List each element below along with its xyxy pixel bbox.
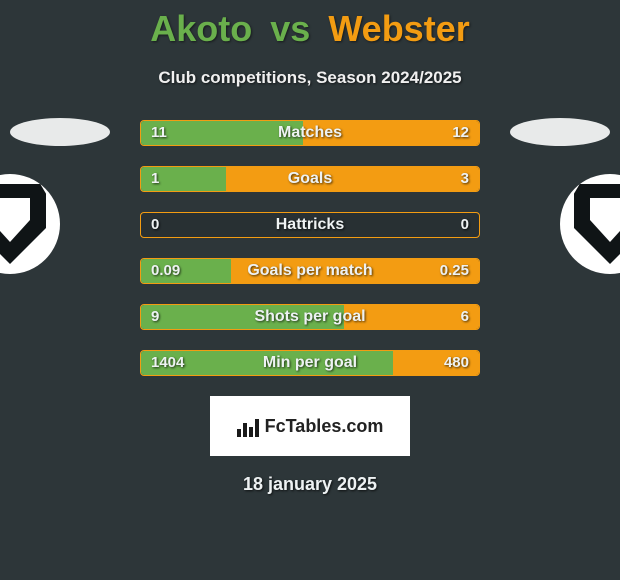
stat-row: 1404480Min per goal <box>140 350 480 376</box>
stat-label: Matches <box>141 121 479 145</box>
stat-row: 13Goals <box>140 166 480 192</box>
subtitle: Club competitions, Season 2024/2025 <box>0 68 620 88</box>
generated-date: 18 january 2025 <box>0 474 620 495</box>
stat-label: Hattricks <box>141 213 479 237</box>
stat-label: Goals <box>141 167 479 191</box>
club-badge-right <box>560 174 620 274</box>
stat-row: 00Hattricks <box>140 212 480 238</box>
player-left-name: Akoto <box>150 8 252 49</box>
stat-bars: 1112Matches 13Goals 00Hattricks 0.090.25Goa… <box>140 120 480 376</box>
player-right-name: Webster <box>328 8 469 49</box>
vs-text: vs <box>270 8 310 49</box>
stat-label: Shots per goal <box>141 305 479 329</box>
shield-icon <box>574 184 620 264</box>
site-name: FcTables.com <box>265 416 384 437</box>
stat-label: Goals per match <box>141 259 479 283</box>
stat-row: 96Shots per goal <box>140 304 480 330</box>
stat-label: Min per goal <box>141 351 479 375</box>
comparison-title: Akoto vs Webster <box>0 0 620 50</box>
site-logo[interactable]: FcTables.com <box>210 396 410 456</box>
shield-icon <box>0 184 46 264</box>
disc-right <box>510 118 610 146</box>
stat-row: 1112Matches <box>140 120 480 146</box>
stat-row: 0.090.25Goals per match <box>140 258 480 284</box>
club-badge-left <box>0 174 60 274</box>
disc-left <box>10 118 110 146</box>
bars-icon <box>237 415 259 437</box>
